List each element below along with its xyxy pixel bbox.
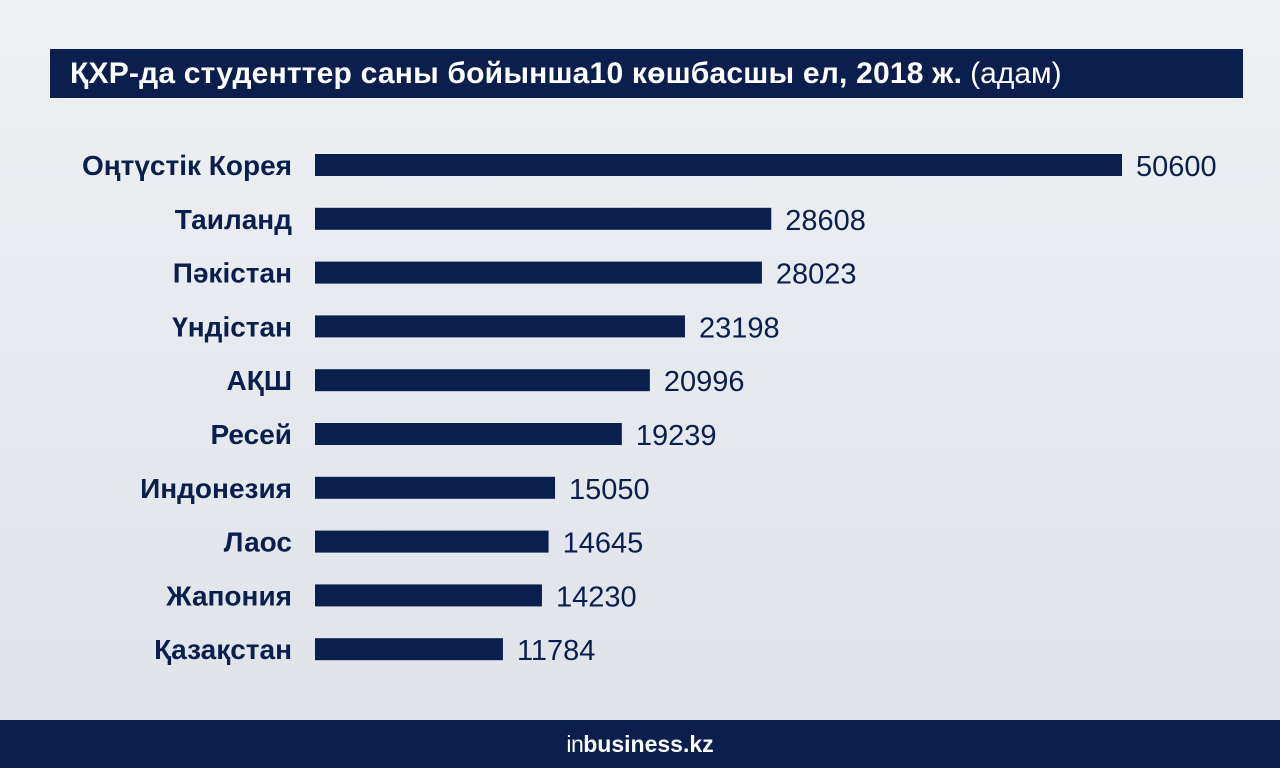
value-label: 50600	[1136, 151, 1217, 183]
bar	[315, 315, 685, 338]
chart-title: ҚХР-да студенттер саны бойынша10 көшбасш…	[70, 56, 963, 90]
value-label: 20996	[664, 366, 745, 398]
category-label: Жапония	[165, 580, 292, 611]
value-label: 11784	[517, 635, 596, 667]
category-label: Үндістан	[172, 311, 292, 342]
bar	[315, 207, 772, 230]
bar	[315, 584, 542, 607]
bar-chart: Оңтүстік Корея 50600 Таиланд 28608 Пәкістан 2…	[82, 150, 1217, 667]
category-label: Лаос	[224, 527, 292, 558]
bar	[315, 261, 762, 284]
chart-unit: (адам)	[970, 56, 1062, 90]
bar	[315, 423, 622, 445]
category-label: Пәкістан	[173, 258, 292, 289]
brand-name: business.kz	[583, 730, 714, 757]
category-label: Индонезия	[140, 473, 292, 504]
value-label: 23198	[699, 312, 780, 344]
category-label: Оңтүстік Корея	[82, 150, 292, 181]
bar	[315, 476, 556, 499]
bar	[315, 530, 549, 553]
bar	[315, 154, 1122, 176]
bar	[315, 638, 503, 661]
category-label: Қазақстан	[154, 634, 292, 665]
value-label: 14230	[556, 581, 637, 613]
chart-title-bar: ҚХР-да студенттер саны бойынша10 көшбасш…	[50, 49, 1243, 98]
category-label: Ресей	[210, 419, 292, 450]
value-label: 19239	[636, 420, 717, 452]
footer-bar: in business.kz	[0, 720, 1280, 768]
bar	[315, 369, 650, 392]
value-label: 28608	[785, 205, 866, 237]
value-label: 15050	[569, 474, 650, 506]
brand-prefix: in	[566, 730, 584, 757]
category-label: Таиланд	[175, 204, 292, 235]
category-label: АҚШ	[227, 365, 292, 396]
value-label: 14645	[563, 528, 644, 560]
value-label: 28023	[776, 259, 857, 291]
